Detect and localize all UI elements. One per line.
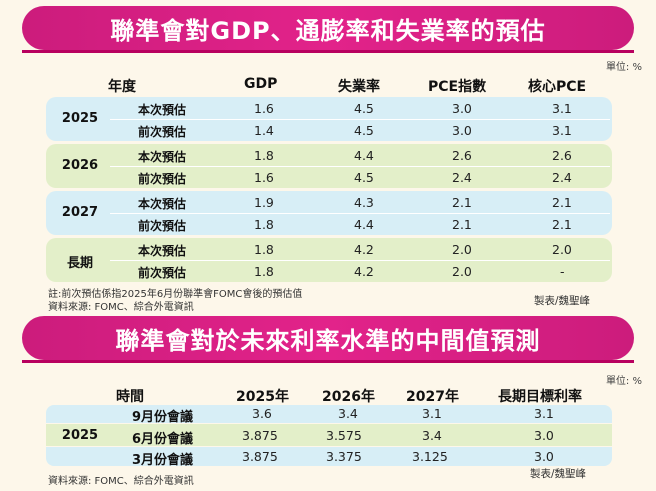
cell-unemployment: 4.3 — [354, 195, 374, 210]
cell-rate-2026: 3.375 — [326, 449, 362, 464]
row-divider — [110, 119, 610, 120]
cell-core-pce: 3.1 — [552, 101, 572, 116]
header-long-term-rate: 長期目標利率 — [498, 389, 582, 405]
cell-gdp: 1.9 — [254, 195, 274, 210]
cell-gdp: 1.6 — [254, 101, 274, 116]
cell-gdp: 1.4 — [254, 123, 274, 138]
rate-row-band — [46, 424, 612, 446]
header-core-pce: 核心PCE — [528, 79, 587, 95]
cell-rate-2025: 3.875 — [242, 428, 278, 443]
header-year: 年度 — [108, 79, 136, 95]
cell-gdp: 1.8 — [254, 148, 274, 163]
cell-pce: 3.0 — [452, 123, 472, 138]
cell-core-pce: 2.4 — [552, 170, 572, 185]
cell-rate-long: 3.0 — [534, 428, 554, 443]
year-label: 2025 — [61, 428, 99, 443]
cell-unemployment: 4.5 — [354, 123, 374, 138]
cell-pce: 2.0 — [452, 242, 472, 257]
cell-unemployment: 4.4 — [354, 217, 374, 232]
row-label: 前次預估 — [138, 172, 187, 186]
title1-underline — [22, 50, 634, 53]
year-label: 長期 — [66, 256, 93, 271]
cell-pce: 3.0 — [452, 101, 472, 116]
rate-row-band — [46, 405, 612, 423]
cell-pce: 2.6 — [452, 148, 472, 163]
rate-row-band — [46, 447, 612, 466]
cell-core-pce: - — [560, 264, 565, 279]
cell-unemployment: 4.5 — [354, 170, 374, 185]
row-label: 本次預估 — [138, 150, 187, 164]
cell-rate-2026: 3.575 — [326, 428, 362, 443]
row-label: 本次預估 — [138, 197, 187, 211]
row-label: 前次預估 — [138, 219, 187, 233]
row-label: 前次預估 — [138, 125, 187, 139]
row-divider — [110, 213, 610, 214]
year-label: 2025 — [61, 111, 99, 126]
cell-pce: 2.4 — [452, 170, 472, 185]
meeting-label: 9月份會議 — [132, 410, 194, 425]
table2-source: 資料來源: FOMC、綜合外電資訊 — [48, 476, 194, 487]
cell-core-pce: 2.0 — [552, 242, 572, 257]
cell-unemployment: 4.2 — [354, 242, 374, 257]
cell-core-pce: 3.1 — [552, 123, 572, 138]
cell-core-pce: 2.1 — [552, 217, 572, 232]
table2-credit: 製表/魏聖峰 — [530, 468, 587, 480]
cell-unemployment: 4.4 — [354, 148, 374, 163]
cell-gdp: 1.8 — [254, 217, 274, 232]
table2-title: 聯準會對於未來利率水準的中間值預測 — [22, 316, 634, 360]
cell-unemployment: 4.2 — [354, 264, 374, 279]
row-label: 前次預估 — [138, 266, 187, 280]
table1-credit: 製表/魏聖峰 — [534, 295, 591, 307]
year-label: 2026 — [61, 158, 99, 173]
cell-rate-2025: 3.6 — [252, 406, 272, 421]
cell-rate-2027: 3.4 — [422, 428, 442, 443]
cell-core-pce: 2.6 — [552, 148, 572, 163]
table2-unit: 單位: % — [605, 376, 642, 387]
header-2025: 2025年 — [236, 389, 289, 405]
header-2027: 2027年 — [406, 389, 459, 405]
cell-gdp: 1.8 — [254, 242, 274, 257]
header-unemployment: 失業率 — [338, 79, 380, 95]
row-label: 本次預估 — [138, 244, 187, 258]
cell-gdp: 1.6 — [254, 170, 274, 185]
year-label: 2027 — [61, 205, 99, 220]
cell-rate-long: 3.0 — [534, 449, 554, 464]
cell-pce: 2.1 — [452, 195, 472, 210]
meeting-label: 3月份會議 — [132, 453, 194, 468]
cell-rate-2027: 3.1 — [422, 406, 442, 421]
table1-title: 聯準會對GDP、通膨率和失業率的預估 — [22, 6, 634, 50]
cell-core-pce: 2.1 — [552, 195, 572, 210]
title2-underline — [22, 360, 634, 363]
cell-rate-2026: 3.4 — [338, 406, 358, 421]
meeting-label: 6月份會議 — [132, 432, 194, 447]
header-pce: PCE指數 — [428, 79, 487, 95]
table1-note: 註:前次預估係指2025年6月份聯準會FOMC會後的預估值 — [48, 289, 303, 300]
cell-gdp: 1.8 — [254, 264, 274, 279]
cell-rate-2025: 3.875 — [242, 449, 278, 464]
header-gdp: GDP — [244, 76, 278, 92]
row-divider — [110, 260, 610, 261]
cell-pce: 2.0 — [452, 264, 472, 279]
header-2026: 2026年 — [322, 389, 375, 405]
cell-rate-long: 3.1 — [534, 406, 554, 421]
row-divider — [110, 166, 610, 167]
table1-unit: 單位: % — [605, 62, 642, 73]
cell-pce: 2.1 — [452, 217, 472, 232]
row-label: 本次預估 — [138, 103, 187, 117]
header-time: 時間 — [116, 389, 144, 405]
cell-unemployment: 4.5 — [354, 101, 374, 116]
cell-rate-2027: 3.125 — [412, 449, 448, 464]
table1-source: 資料來源: FOMC、綜合外電資訊 — [48, 302, 194, 313]
